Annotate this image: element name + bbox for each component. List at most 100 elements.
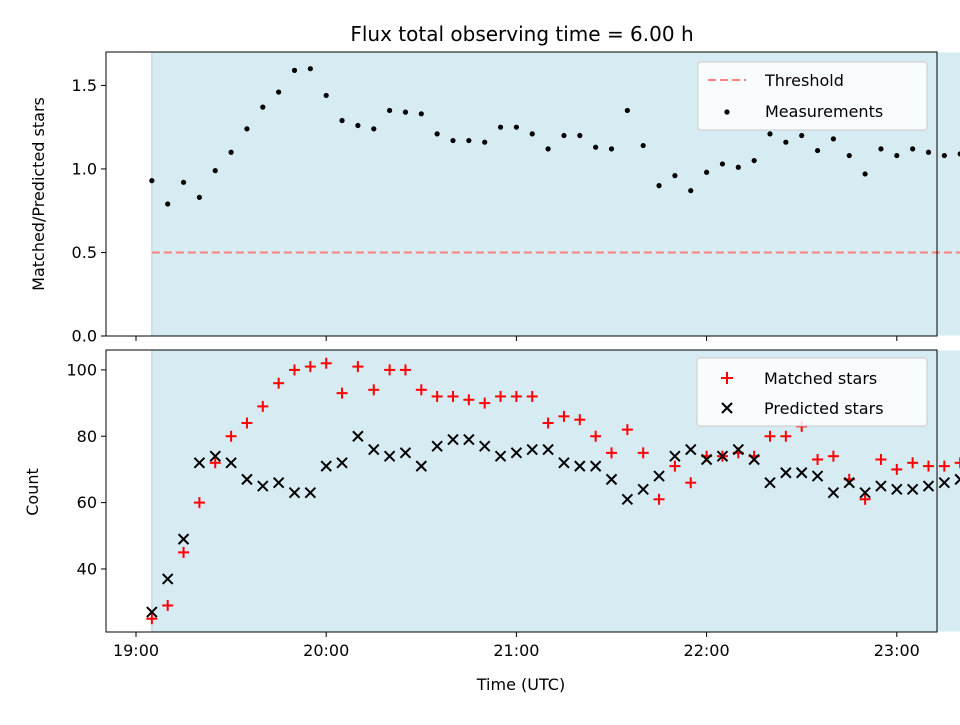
matched-star-point	[574, 414, 586, 426]
top-y-axis-label: Matched/Predicted stars	[29, 97, 48, 291]
measurement-point	[260, 104, 266, 110]
measurement-point	[276, 89, 282, 95]
bottom-y-tick-label: 100	[66, 360, 97, 379]
predicted-star-point	[922, 480, 935, 492]
matched-star-point	[463, 394, 475, 406]
predicted-star-point	[891, 483, 903, 496]
x-tick-label: 22:00	[684, 641, 730, 660]
matched-star-point	[241, 417, 253, 429]
bottom-y-ticks: 40 60 80 100	[66, 360, 106, 578]
measurement-point	[704, 169, 710, 175]
x-tick-label: 23:00	[874, 641, 920, 660]
predicted-star-point	[954, 473, 960, 486]
predicted-star-point	[859, 486, 871, 499]
matched-star-point	[907, 457, 919, 469]
matched-star-point	[827, 450, 839, 462]
measurement-point	[513, 124, 520, 130]
bottom-legend-box	[696, 357, 928, 427]
predicted-star-point	[542, 443, 554, 456]
matched-star-point	[954, 457, 960, 469]
predicted-star-point	[177, 533, 190, 545]
predicted-star-point	[463, 433, 475, 446]
measurement-point	[830, 136, 837, 142]
measurement-point	[355, 122, 361, 129]
measurement-point	[846, 152, 852, 159]
bottom-y-axis-label: Count	[23, 468, 42, 516]
measurement-point	[640, 142, 646, 149]
predicted-star-point	[447, 433, 459, 446]
measurement-point	[894, 152, 900, 159]
matched-star-point	[399, 364, 411, 376]
bottom-legend: Matched stars Predicted stars	[696, 357, 928, 427]
measurement-point	[212, 168, 218, 174]
predicted-star-point	[399, 447, 412, 459]
matched-star-point	[812, 453, 824, 465]
matched-star-point	[304, 361, 316, 373]
measurement-point	[735, 164, 741, 170]
measurement-point	[180, 179, 187, 185]
top-y-tick-label: 0.5	[72, 243, 97, 262]
measurement-point	[402, 109, 409, 115]
matched-star-point	[289, 364, 300, 376]
measurement-point	[561, 132, 567, 139]
predicted-star-point	[383, 450, 396, 462]
legend-matched-swatch	[721, 372, 733, 384]
matched-star-point	[479, 397, 491, 409]
predicted-star-point	[304, 486, 317, 499]
predicted-star-point	[574, 460, 586, 472]
predicted-star-point	[288, 486, 301, 499]
legend-matched-label: Matched stars	[764, 369, 877, 388]
predicted-star-point	[875, 480, 887, 492]
x-tick-label: 21:00	[493, 641, 539, 660]
predicted-star-point	[161, 573, 174, 585]
matched-star-point	[225, 430, 237, 442]
predicted-star-point	[811, 470, 824, 482]
legend-measurements-label: Measurements	[765, 102, 883, 121]
measurement-point	[925, 149, 932, 155]
measurement-point	[434, 131, 440, 137]
matched-star-point	[606, 447, 617, 459]
predicted-star-point	[843, 476, 855, 489]
x-tick-label: 19:00	[113, 641, 159, 660]
measurement-point	[418, 111, 424, 117]
predicted-star-point	[716, 450, 729, 462]
top-x-ticks	[135, 336, 898, 341]
matched-star-point	[352, 361, 364, 373]
bottom-x-ticks: 19:0020:0021:0022:0023:0000:0001:0002:00…	[113, 632, 920, 660]
predicted-star-point	[146, 606, 158, 618]
matched-star-point	[320, 357, 332, 369]
top-legend: Threshold Measurements	[697, 61, 928, 131]
measurement-point	[307, 66, 313, 72]
measurement-point	[291, 67, 298, 73]
matched-star-point	[923, 460, 934, 472]
measurement-point	[608, 146, 615, 152]
chart-title: Flux total observing time = 6.00 h	[350, 22, 693, 46]
matched-star-point	[209, 457, 221, 469]
measurement-point	[371, 126, 377, 132]
predicted-star-point	[732, 443, 745, 456]
predicted-star-point	[526, 443, 538, 456]
measurement-point	[688, 188, 694, 194]
predicted-star-point	[906, 483, 919, 496]
predicted-star-point	[257, 480, 269, 492]
predicted-star-point	[478, 440, 491, 452]
top-y-tick-label: 1.5	[72, 76, 97, 95]
measurement-point	[656, 183, 662, 189]
bottom-y-tick-label: 80	[77, 427, 97, 446]
measurement-point	[878, 146, 884, 152]
matched-star-point	[764, 430, 776, 442]
matched-star-point	[273, 377, 285, 389]
predicted-star-point	[193, 457, 206, 469]
predicted-star-point	[669, 450, 681, 462]
predicted-star-points	[146, 430, 960, 618]
predicted-star-point	[558, 457, 570, 469]
matched-star-point	[875, 453, 887, 465]
measurement-point	[751, 157, 757, 164]
measurement-point	[719, 161, 726, 167]
measurement-point	[149, 178, 155, 184]
top-legend-box	[697, 61, 928, 131]
matched-star-point	[495, 390, 507, 402]
measurement-point	[957, 151, 960, 157]
